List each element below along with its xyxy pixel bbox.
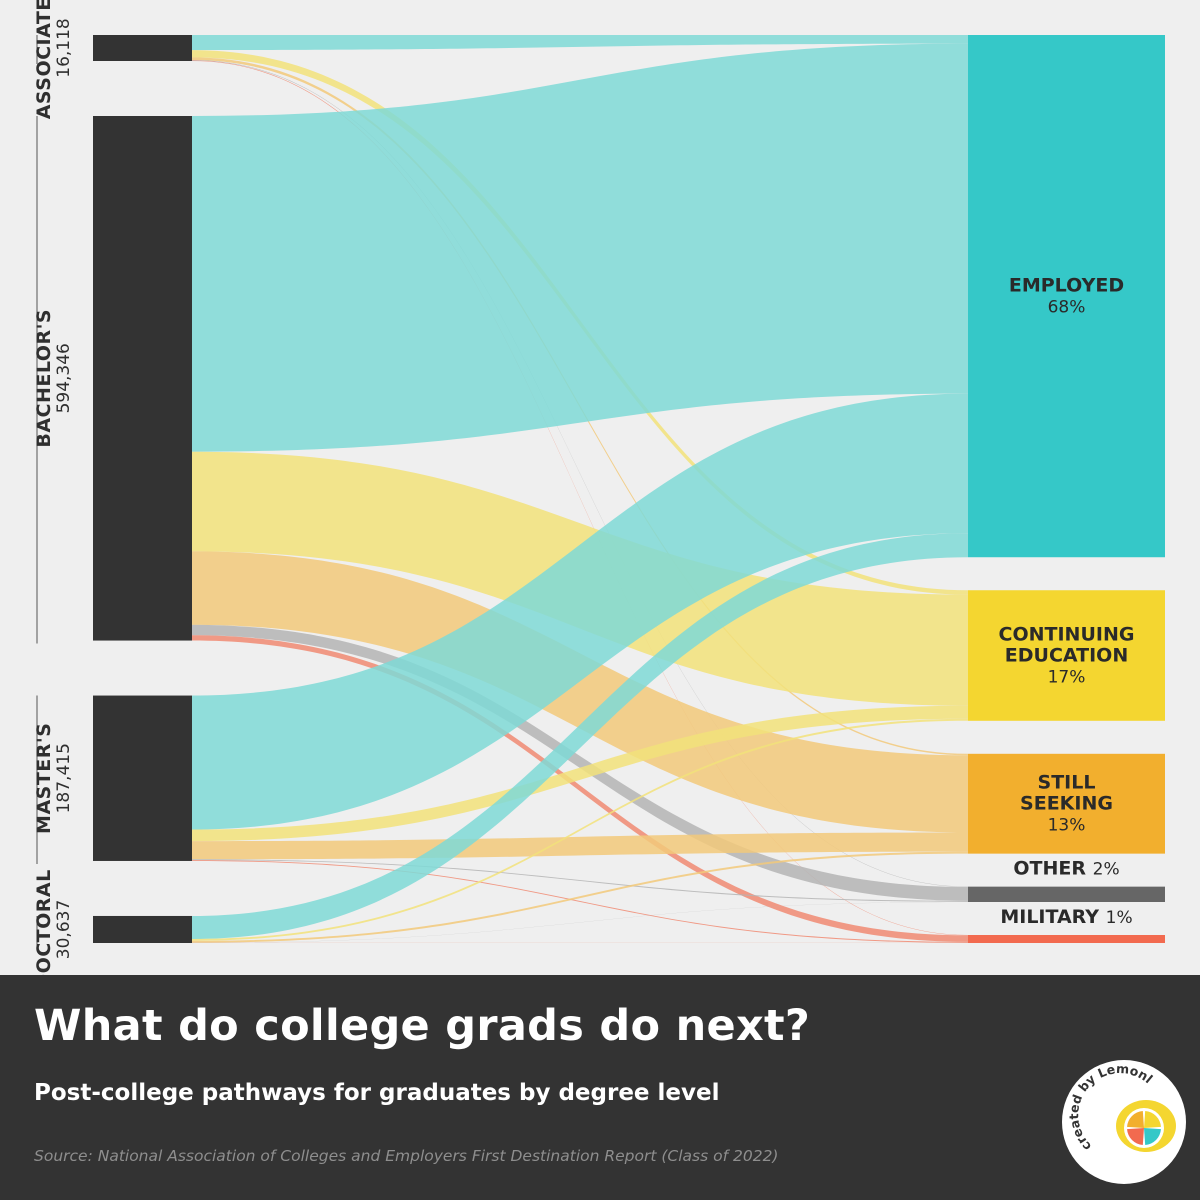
flow-associates-to-employed xyxy=(192,35,968,51)
flow-doctoral-to-seeking xyxy=(192,851,968,943)
source-bar-masters xyxy=(93,695,192,861)
destination-bar-military xyxy=(968,935,1165,943)
destination-pct-continuing: 17% xyxy=(1048,668,1086,688)
destination-pct-employed: 68% xyxy=(1048,298,1086,318)
flow-bachelors-to-military xyxy=(192,635,968,942)
source-count-masters: 187,415 xyxy=(54,743,74,813)
destination-bar-other xyxy=(968,886,1165,902)
destination-name-other: OTHER xyxy=(1013,858,1092,880)
lemon-segment xyxy=(1144,1128,1161,1145)
source-labels: ASSOCIATE'S 16,118 BACHELOR'S 594,346 MASTER… xyxy=(33,0,74,990)
flow-associates-to-military xyxy=(192,60,968,936)
destination-bars xyxy=(968,35,1165,943)
flow-masters-to-military xyxy=(192,860,968,943)
flow-bachelors-to-employed xyxy=(192,43,968,452)
source-label-associates: ASSOCIATE'S xyxy=(33,0,55,119)
destination-name-military: MILITARY xyxy=(1000,906,1105,928)
destination-label-continuing: CONTINUING xyxy=(999,624,1135,646)
lemon-segment xyxy=(1144,1111,1161,1128)
destination-bar-continuing xyxy=(968,590,1165,721)
source-bar-doctoral xyxy=(93,915,192,943)
lemon-icon xyxy=(1116,1100,1176,1152)
flow-bachelors-to-other xyxy=(192,624,968,901)
source-label-bachelors: BACHELOR'S xyxy=(33,309,55,448)
flow-masters-to-employed xyxy=(192,393,968,830)
destination-label-continuing: EDUCATION xyxy=(1005,645,1128,667)
flow-masters-to-continuing xyxy=(192,705,968,842)
flow-links xyxy=(192,35,968,943)
destination-bar-seeking xyxy=(968,753,1165,854)
destination-label-military: MILITARY 1% xyxy=(1000,906,1132,928)
footer-panel: What do college grads do next? Post-coll… xyxy=(0,975,1200,1200)
lemonly-badge: created by Lemonly xyxy=(1058,1048,1186,1184)
destination-pct-military: 1% xyxy=(1106,908,1133,928)
source-label-doctoral: DOCTORAL xyxy=(33,869,55,989)
lemon-segment xyxy=(1127,1111,1144,1128)
source-label-masters: MASTER'S xyxy=(33,723,55,834)
lemon-segment xyxy=(1127,1128,1144,1145)
source-bar-bachelors xyxy=(93,116,192,641)
destination-label-seeking: STILL xyxy=(1038,772,1096,794)
destination-label-other: OTHER 2% xyxy=(1013,858,1119,880)
flow-masters-to-seeking xyxy=(192,832,968,860)
flow-associates-to-other xyxy=(192,59,968,888)
lemonly-logo: created by Lemonly xyxy=(1058,1048,1176,1154)
chart-title: What do college grads do next? xyxy=(34,1001,811,1051)
source-count-bachelors: 594,346 xyxy=(54,343,74,413)
flow-doctoral-to-continuing xyxy=(192,718,968,941)
chart-subtitle: Post-college pathways for graduates by d… xyxy=(34,1080,720,1106)
flow-bachelors-to-seeking xyxy=(192,551,968,833)
destination-label-employed: EMPLOYED xyxy=(1009,275,1124,297)
flow-masters-to-other xyxy=(192,859,968,902)
source-count-doctoral: 30,637 xyxy=(54,900,74,959)
destination-bar-employed xyxy=(968,35,1165,558)
destination-pct-seeking: 13% xyxy=(1048,816,1086,836)
destination-label-seeking: SEEKING xyxy=(1020,793,1113,815)
source-count-associates: 16,118 xyxy=(54,18,74,77)
chart-source: Source: National Association of Colleges… xyxy=(34,1147,779,1165)
source-bar-associates xyxy=(93,35,192,61)
destination-pct-other: 2% xyxy=(1093,860,1120,880)
flow-doctoral-to-employed xyxy=(192,533,968,939)
source-bars xyxy=(93,35,192,943)
flow-doctoral-to-other xyxy=(192,901,968,943)
